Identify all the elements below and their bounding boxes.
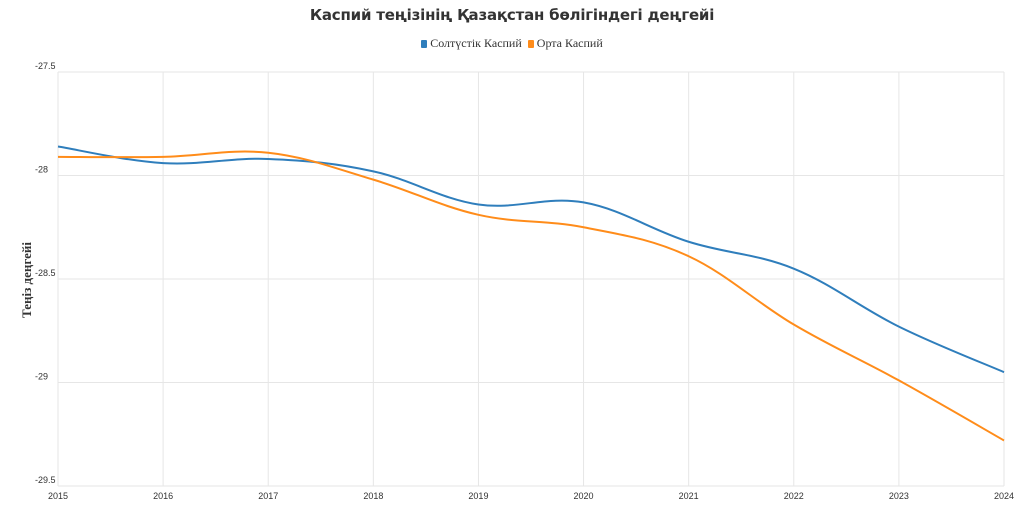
series-line-2[interactable] [57,150,1005,442]
legend: Солтүстік Каспий Орта Каспий [0,36,1024,51]
y-tick-labels: -27.5 -28 -28.5 -29 -29.5 [35,61,56,485]
legend-item-series-2[interactable]: Орта Каспий [527,36,603,51]
x-tick-labels: 2015 2016 2017 2018 2019 2020 2021 2022 2023 2024 [48,491,1014,501]
x-tick-label: 2020 [574,491,594,501]
x-tick-label: 2019 [468,491,488,501]
chart-title: Каспий теңізінің Қазақстан бөлігіндегі д… [309,6,715,24]
legend-label-series-2: Орта Каспий [536,36,603,50]
x-tick-label: 2015 [48,491,68,501]
legend-swatch-series-2 [527,39,534,48]
x-tick-label: 2023 [889,491,909,501]
x-tick-label: 2016 [153,491,173,501]
x-tick-label: 2022 [784,491,804,501]
legend-label-series-1: Солтүстік Каспий [430,36,522,50]
series-line-1[interactable] [57,145,1005,374]
x-tick-label: 2021 [679,491,699,501]
y-tick-label: -29.5 [35,475,56,485]
x-tick-label: 2017 [258,491,278,501]
y-tick-label: -27.5 [35,61,56,71]
y-tick-label: -28 [35,165,48,175]
y-tick-label: -29 [35,372,48,382]
series-lines [57,145,1005,442]
grid-lines [57,71,1005,487]
x-tick-label: 2024 [994,491,1014,501]
legend-swatch-series-1 [421,39,428,48]
x-tick-label: 2018 [363,491,383,501]
legend-item-series-1[interactable]: Солтүстік Каспий [421,36,522,51]
y-tick-label: -28.5 [35,268,56,278]
